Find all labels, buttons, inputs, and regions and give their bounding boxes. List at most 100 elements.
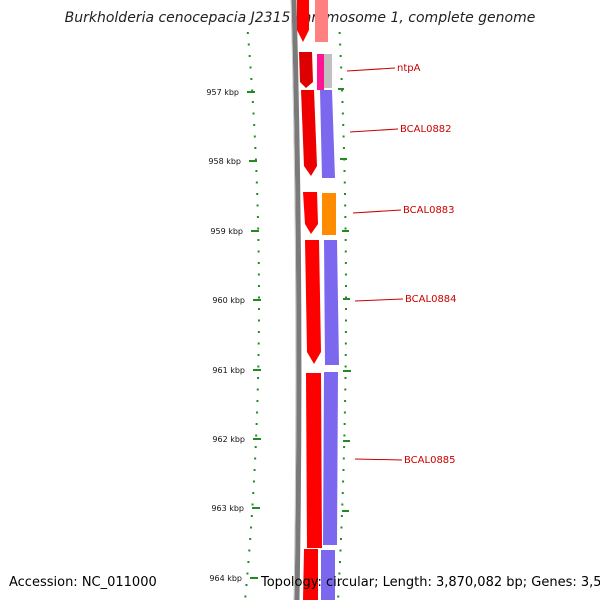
gc-skew-dot — [256, 411, 259, 414]
gc-skew-bar — [343, 298, 350, 300]
gc-skew-dot — [344, 285, 347, 287]
gc-skew-dot — [341, 112, 344, 115]
gc-skew-bar — [343, 370, 351, 372]
gc-skew-dot — [255, 170, 258, 172]
gc-skew-dot — [344, 400, 347, 402]
gc-skew-dot — [245, 584, 248, 586]
gc-skew-dot — [257, 239, 260, 241]
gc-skew-dot — [344, 204, 347, 207]
gc-skew-dot — [337, 584, 340, 586]
gc-skew-dot — [250, 78, 253, 80]
track-feature — [321, 550, 335, 600]
axis-tick-label: 962 kbp — [212, 435, 245, 444]
gc-skew-bar — [338, 88, 344, 90]
gc-skew-dot — [250, 526, 253, 529]
gc-skew-dot — [339, 549, 342, 552]
gc-skew-dot — [340, 66, 343, 69]
gc-skew-dot — [247, 561, 250, 563]
gc-skew-dot — [255, 434, 258, 437]
gc-skew-dot — [257, 250, 260, 253]
gc-skew-dot — [256, 204, 259, 207]
protein-track — [315, 0, 339, 600]
gc-skew-dot — [343, 411, 346, 414]
gc-skew-dot — [344, 227, 347, 230]
axis-tick-label: 957 kbp — [206, 88, 239, 97]
gene-leader-line — [352, 209, 402, 214]
axis-tick-label: 960 kbp — [212, 296, 245, 305]
gene-leader-line — [354, 298, 404, 302]
gc-skew-dot — [257, 342, 260, 345]
gc-skew-dot — [342, 457, 345, 460]
gc-skew-dot — [341, 492, 344, 494]
gc-skew-dot — [337, 595, 340, 598]
accession-text: Accession: NC_011000 — [9, 575, 157, 590]
gc-skew-dot — [249, 66, 252, 69]
gene-leader-line — [346, 67, 396, 72]
gc-skew-dot — [257, 331, 260, 333]
gc-skew-dot — [253, 469, 256, 471]
cds-track — [297, 0, 322, 600]
gene-label[interactable]: BCAL0885 — [404, 455, 456, 466]
gc-skew-bar — [340, 158, 347, 160]
gc-skew-dot — [338, 561, 341, 563]
gc-skew-track — [244, 32, 351, 598]
cds-feature — [303, 192, 318, 234]
gc-skew-dot — [344, 331, 347, 333]
gc-skew-bar — [342, 510, 349, 512]
gc-skew-dot — [257, 308, 260, 310]
gene-leader-line — [354, 458, 403, 461]
axis-tick-label: 963 kbp — [211, 504, 244, 513]
gc-skew-dot — [338, 572, 341, 575]
gc-skew-dot — [254, 158, 257, 161]
gc-skew-dot — [254, 457, 257, 460]
gc-skew-dot — [343, 181, 346, 184]
gc-skew-dot — [343, 193, 346, 195]
gene-label[interactable]: BCAL0883 — [403, 205, 455, 216]
cds-feature — [297, 0, 309, 42]
gc-skew-dot — [344, 250, 347, 253]
gene-leader-line — [349, 128, 399, 133]
gc-skew-dot — [253, 124, 256, 126]
gc-skew-dot — [343, 446, 346, 448]
gc-skew-dot — [257, 285, 260, 287]
gc-skew-dot — [251, 101, 254, 103]
cds-feature — [305, 240, 321, 364]
gc-skew-dot — [256, 388, 259, 391]
gc-skew-dot — [342, 469, 345, 471]
track-feature — [324, 54, 332, 88]
gc-skew-dot — [340, 526, 343, 529]
gc-skew-dot — [344, 239, 347, 241]
gc-skew-dot — [247, 43, 250, 46]
gc-skew-dot — [344, 342, 347, 345]
gc-skew-dot — [255, 423, 258, 425]
gc-skew-dot — [257, 262, 260, 264]
gc-skew-dot — [253, 135, 256, 138]
gc-skew-dot — [344, 319, 347, 322]
gc-skew-dot — [344, 365, 347, 368]
gc-skew-dot — [257, 354, 260, 356]
gene-label[interactable]: BCAL0882 — [400, 124, 452, 135]
gc-skew-dot — [254, 147, 257, 149]
gene-label[interactable]: BCAL0884 — [405, 294, 457, 305]
track-feature — [315, 0, 328, 42]
gc-skew-dot — [341, 101, 344, 103]
gc-skew-dot — [343, 170, 346, 172]
gc-skew-dot — [250, 515, 253, 517]
gc-skew-bar — [343, 440, 350, 442]
gc-skew-dot — [344, 273, 347, 276]
gc-skew-dot — [344, 296, 347, 299]
cds-feature — [303, 549, 318, 600]
gc-skew-dot — [342, 124, 345, 126]
gene-label[interactable]: ntpA — [397, 63, 421, 74]
gc-skew-dot — [248, 55, 251, 57]
gc-skew-dot — [344, 354, 347, 356]
cds-feature — [299, 52, 313, 88]
gc-skew-dot — [340, 78, 343, 80]
track-feature — [320, 90, 335, 178]
gc-skew-dot — [257, 227, 260, 230]
gc-skew-dot — [342, 480, 345, 483]
axis-tick-label: 958 kbp — [208, 157, 241, 166]
gc-skew-dot — [344, 216, 347, 218]
gc-skew-dot — [256, 216, 259, 218]
